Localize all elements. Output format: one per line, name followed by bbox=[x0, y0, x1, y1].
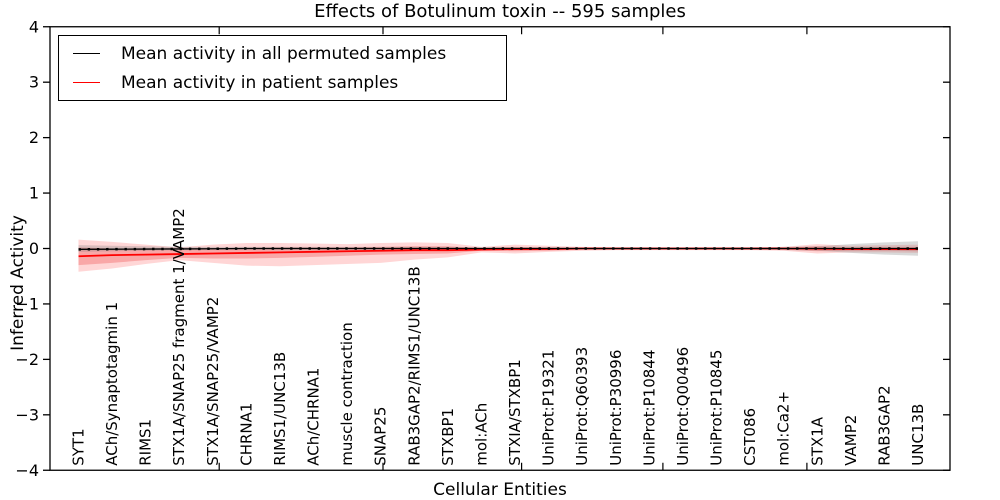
y-tick-label: 1 bbox=[29, 184, 39, 203]
x-entity-label: STX1A bbox=[808, 416, 826, 466]
x-entity-label: RIMS1 bbox=[137, 419, 155, 466]
permuted-line-swatch bbox=[73, 53, 100, 54]
x-entity-label: VAMP2 bbox=[842, 415, 860, 466]
x-entity-label: RAB3GAP2 bbox=[875, 385, 893, 465]
x-entity-label: mol:Ca2+ bbox=[775, 391, 793, 466]
y-tick-label: 4 bbox=[29, 17, 39, 36]
y-tick-label: −4 bbox=[15, 461, 39, 480]
x-entity-label: ACh/CHRNA1 bbox=[305, 368, 323, 466]
x-entity-label: UniProt:P30996 bbox=[607, 350, 625, 466]
y-tick-label: 0 bbox=[29, 239, 39, 258]
x-entity-label: RIMS1/UNC13B bbox=[271, 352, 289, 466]
x-entity-label: SNAP25 bbox=[372, 407, 390, 466]
x-entity-label: mol:ACh bbox=[472, 403, 490, 466]
legend-label-permuted: Mean activity in all permuted samples bbox=[121, 43, 447, 64]
x-entity-label: SYT1 bbox=[70, 428, 88, 465]
y-tick-label: 3 bbox=[29, 73, 39, 92]
x-entity-label: UniProt:P19321 bbox=[540, 350, 558, 466]
x-entity-label: CHRNA1 bbox=[237, 403, 255, 466]
legend-row-patient: Mean activity in patient samples bbox=[59, 73, 506, 93]
x-entity-label: STXIA/STXBP1 bbox=[506, 359, 524, 466]
x-entity-label: UniProt:P10845 bbox=[708, 350, 726, 466]
x-entity-label: UniProt:Q60393 bbox=[573, 347, 591, 466]
x-entity-label: STX1A/SNAP25 fragment 1/VAMP2 bbox=[170, 208, 188, 466]
x-entity-label: UniProt:Q00496 bbox=[674, 347, 692, 466]
x-axis-label: Cellular Entities bbox=[433, 480, 567, 500]
x-entity-label: STX1A/SNAP25/VAMP2 bbox=[204, 297, 222, 466]
x-entity-label: ACh/Synaptotagmin 1 bbox=[103, 302, 121, 466]
x-entity-label: STXBP1 bbox=[439, 408, 457, 466]
y-tick-label: −3 bbox=[15, 405, 39, 424]
x-entity-label: RAB3GAP2/RIMS1/UNC13B bbox=[405, 266, 423, 465]
x-entity-label: muscle contraction bbox=[338, 322, 356, 466]
legend-box: Mean activity in all permuted samples Me… bbox=[58, 35, 507, 101]
x-entity-label: UniProt:P10844 bbox=[640, 350, 658, 466]
x-entity-label: CST086 bbox=[741, 408, 759, 466]
patient-line-swatch bbox=[73, 82, 100, 83]
patient-band-inner bbox=[78, 246, 918, 266]
x-entity-label: UNC13B bbox=[909, 404, 927, 466]
y-tick-label: −2 bbox=[15, 350, 39, 369]
legend-row-permuted: Mean activity in all permuted samples bbox=[59, 44, 506, 64]
chart-title: Effects of Botulinum toxin -- 595 sample… bbox=[314, 1, 686, 22]
permuted-mean-markers bbox=[78, 247, 918, 251]
y-tick-label: −1 bbox=[15, 294, 39, 313]
legend-label-patient: Mean activity in patient samples bbox=[121, 72, 399, 93]
y-tick-label: 2 bbox=[29, 128, 39, 147]
